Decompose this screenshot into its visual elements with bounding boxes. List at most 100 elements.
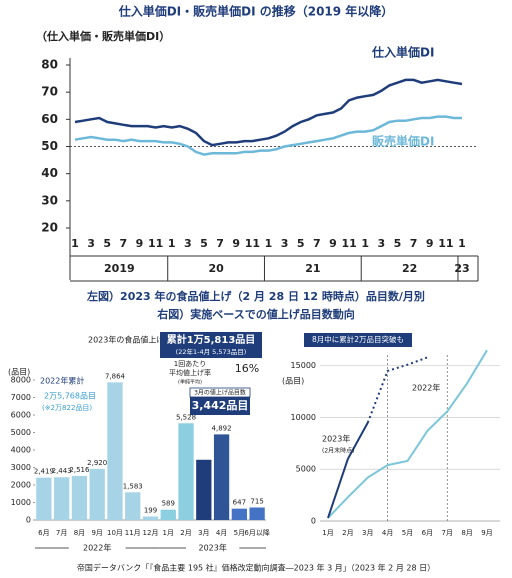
line-series [366,356,428,423]
annotation: 8月中に累計2万品目突破も [312,334,404,344]
annotation: 平均値上げ率 [169,368,211,377]
y-tick-label: 60 [41,112,58,126]
y-tick-label: 3000 [11,463,31,472]
x-tick-label: 12月 [143,529,159,537]
value-label: 1,583 [123,482,143,490]
x-tick-label: 4月 [216,529,227,537]
x-tick-label: 1月 [163,529,174,537]
x-tick-label: 2月 [342,529,353,537]
x-tick-label: 6月 [422,529,433,537]
bar [178,423,194,520]
y-axis-label: (品目) [282,377,304,386]
x-tick-label: 3 [87,237,95,250]
y-tick-label: 5000 [11,428,31,437]
y-tick-label: 40 [41,166,58,180]
year-label: 2023年 [199,543,227,553]
x-tick-label: 11 [245,237,260,250]
annotation-box [304,333,412,347]
series-label: 仕入単価DI [371,45,434,60]
year-label: 20 [208,262,224,275]
bar [249,507,265,520]
line-series [327,349,488,519]
y-tick-label: 70 [41,85,58,99]
x-tick-label: 1 [265,237,273,250]
legend-note: (2月末時点) [322,447,355,455]
y-tick-label: 50 [41,139,58,153]
chart-title: 左図）2023 年の食品値上げ（2 月 28 日 12 時時点）品目数/月別 [86,289,425,303]
x-tick-label: 3 [184,237,192,250]
x-tick-label: 7月 [56,529,67,537]
x-tick-label: 6月以降 [244,528,269,537]
x-tick-label: 9月 [91,529,102,537]
y-tick-label: 20 [41,221,58,235]
x-tick-label: 7月 [442,529,453,537]
x-tick-label: 1 [458,237,466,250]
x-tick-label: 8月 [74,529,85,537]
chart-title: 右図）実施ベースでの値上げ品目数動向 [156,307,354,321]
x-tick-label: 11 [341,237,356,250]
y-tick-label: 8000 [11,376,31,385]
x-tick-label: 7 [120,237,128,250]
annotation: 3,442品目 [192,399,249,412]
annotation: 3月の値上げ品目数 [194,389,246,397]
annotation-box [160,332,262,358]
x-tick-label: 5月 [402,529,413,537]
bar [89,468,105,520]
y-tick-label: 10000 [291,413,316,422]
year-label: 2022年 [83,543,111,553]
x-tick-label: 8月 [461,529,472,537]
line-series [74,78,463,147]
bar [54,477,70,520]
x-tick-label: 9 [136,237,144,250]
x-tick-label: 1月 [322,529,333,537]
chart-title: 仕入単価DI・販売単価DI の推移（2019 年以降） [118,4,394,19]
x-tick-label: 11 [148,237,163,250]
line-series [327,422,369,519]
y-axis-label: (品目) [8,368,30,377]
bar [231,508,247,520]
y-tick-label: 30 [41,193,58,207]
year-label: 22 [402,262,417,275]
year-label: 2019 [104,262,135,275]
year-label: 21 [305,262,320,275]
bar [160,509,176,520]
y-tick-label: 15000 [291,361,316,370]
bar [36,477,52,520]
value-label: 199 [144,507,157,515]
y-axis-label: （仕入単価・販売単価DI） [36,29,170,43]
legend-label: 2023年 [322,434,350,444]
x-tick-label: 10月 [107,529,123,537]
x-tick-label: 3月 [362,529,373,537]
value-label: 2,419 [34,468,54,476]
value-label: 7,864 [105,372,126,380]
x-tick-label: 7 [410,237,418,250]
y-tick-label: 0 [311,517,316,526]
annotation: (単純平均) [178,379,202,386]
value-label: 4,892 [212,424,232,432]
annotation: 16% [235,362,259,375]
value-label: 5,528 [176,413,196,421]
x-tick-label: 7 [313,237,321,250]
annotation: 累計1万5,813品目 [167,333,256,346]
line-series [74,115,462,156]
y-tick-label: 0 [26,516,31,525]
y-tick-label: 7000 [11,393,31,402]
year-label: 23 [454,262,469,275]
value-label: 2,443 [52,467,72,475]
x-tick-label: 9 [329,237,337,250]
y-tick-label: 80 [41,58,58,72]
annotation: (22年1-4月 5,573品目) [176,347,247,356]
bar [107,382,123,520]
x-tick-label: 1 [71,237,79,250]
x-tick-label: 9 [232,237,240,250]
x-tick-label: 11月 [125,529,141,537]
x-tick-label: 7 [216,237,224,250]
bar [125,492,141,520]
x-tick-label: 5 [297,237,305,250]
annotation: (※2万822品目) [42,404,92,412]
y-tick-label: 1000 [11,498,31,507]
x-tick-label: 9 [426,237,434,250]
value-label: 715 [250,497,263,505]
annotation: 2万5,768品目 [44,392,96,401]
